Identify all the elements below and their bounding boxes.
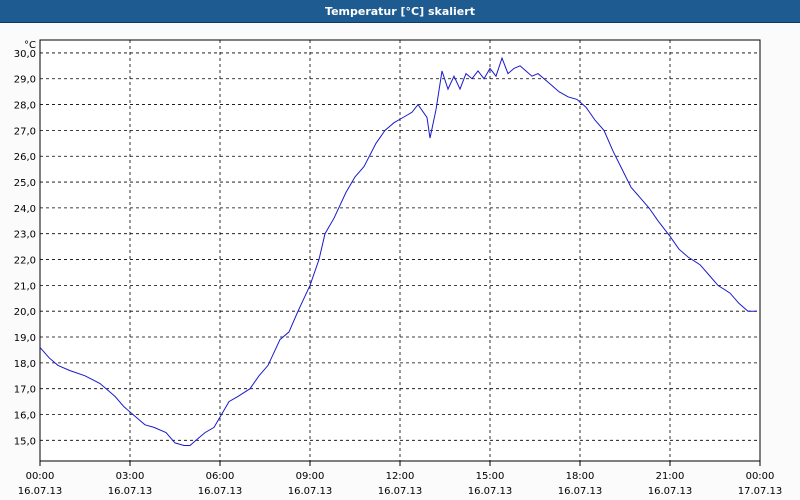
y-tick-label: 26,0 (14, 152, 36, 163)
title-bar: Temperatur [°C] skaliert (0, 0, 800, 23)
x-tick-date: 16.07.13 (378, 486, 423, 497)
temperature-chart: 15,0 16,0 17,0 18,0 19,0 20,0 21,0 22,0 23,0 24,0… (14, 39, 783, 497)
y-tick-label: 25,0 (14, 178, 36, 189)
y-tick-label: 17,0 (14, 385, 36, 396)
x-tick-time: 12:00 (386, 471, 415, 482)
y-tick-label: 16,0 (14, 411, 36, 422)
y-axis-unit: °C (24, 40, 36, 51)
x-tick-date: 17.07.13 (738, 486, 783, 497)
chart-title: Temperatur [°C] skaliert (325, 4, 475, 18)
y-tick-label: 30,0 (14, 49, 36, 60)
x-tick-time: 06:00 (206, 471, 235, 482)
y-tick-label: 23,0 (14, 230, 36, 241)
x-tick-date: 16.07.13 (18, 486, 63, 497)
y-tick-label: 28,0 (14, 101, 36, 112)
x-axis: 00:00 16.07.13 03:00 16.07.13 06:00 16.07.13 0… (18, 461, 783, 497)
y-axis: 15,0 16,0 17,0 18,0 19,0 20,0 21,0 22,0 23,0 24,0… (14, 49, 36, 447)
grid-lines (40, 40, 760, 461)
x-tick-date: 16.07.13 (108, 486, 153, 497)
y-tick-label: 21,0 (14, 281, 36, 292)
x-tick-time: 00:00 (26, 471, 55, 482)
x-tick-date: 16.07.13 (648, 486, 693, 497)
y-tick-label: 24,0 (14, 204, 36, 215)
y-tick-label: 20,0 (14, 307, 36, 318)
x-tick-date: 16.07.13 (198, 486, 243, 497)
x-tick-date: 16.07.13 (468, 486, 513, 497)
y-tick-label: 22,0 (14, 256, 36, 267)
y-tick-label: 27,0 (14, 126, 36, 137)
y-tick-label: 18,0 (14, 359, 36, 370)
x-tick-time: 18:00 (566, 471, 595, 482)
temperature-line (39, 56, 757, 446)
x-tick-time: 03:00 (116, 471, 145, 482)
y-tick-label: 29,0 (14, 75, 36, 86)
x-tick-date: 16.07.13 (288, 486, 333, 497)
y-tick-label: 15,0 (14, 436, 36, 447)
x-tick-time: 09:00 (296, 471, 325, 482)
x-tick-time: 15:00 (476, 471, 505, 482)
x-tick-time: 21:00 (656, 471, 685, 482)
x-tick-time: 00:00 (746, 471, 775, 482)
x-tick-date: 16.07.13 (558, 486, 603, 497)
y-tick-label: 19,0 (14, 333, 36, 344)
